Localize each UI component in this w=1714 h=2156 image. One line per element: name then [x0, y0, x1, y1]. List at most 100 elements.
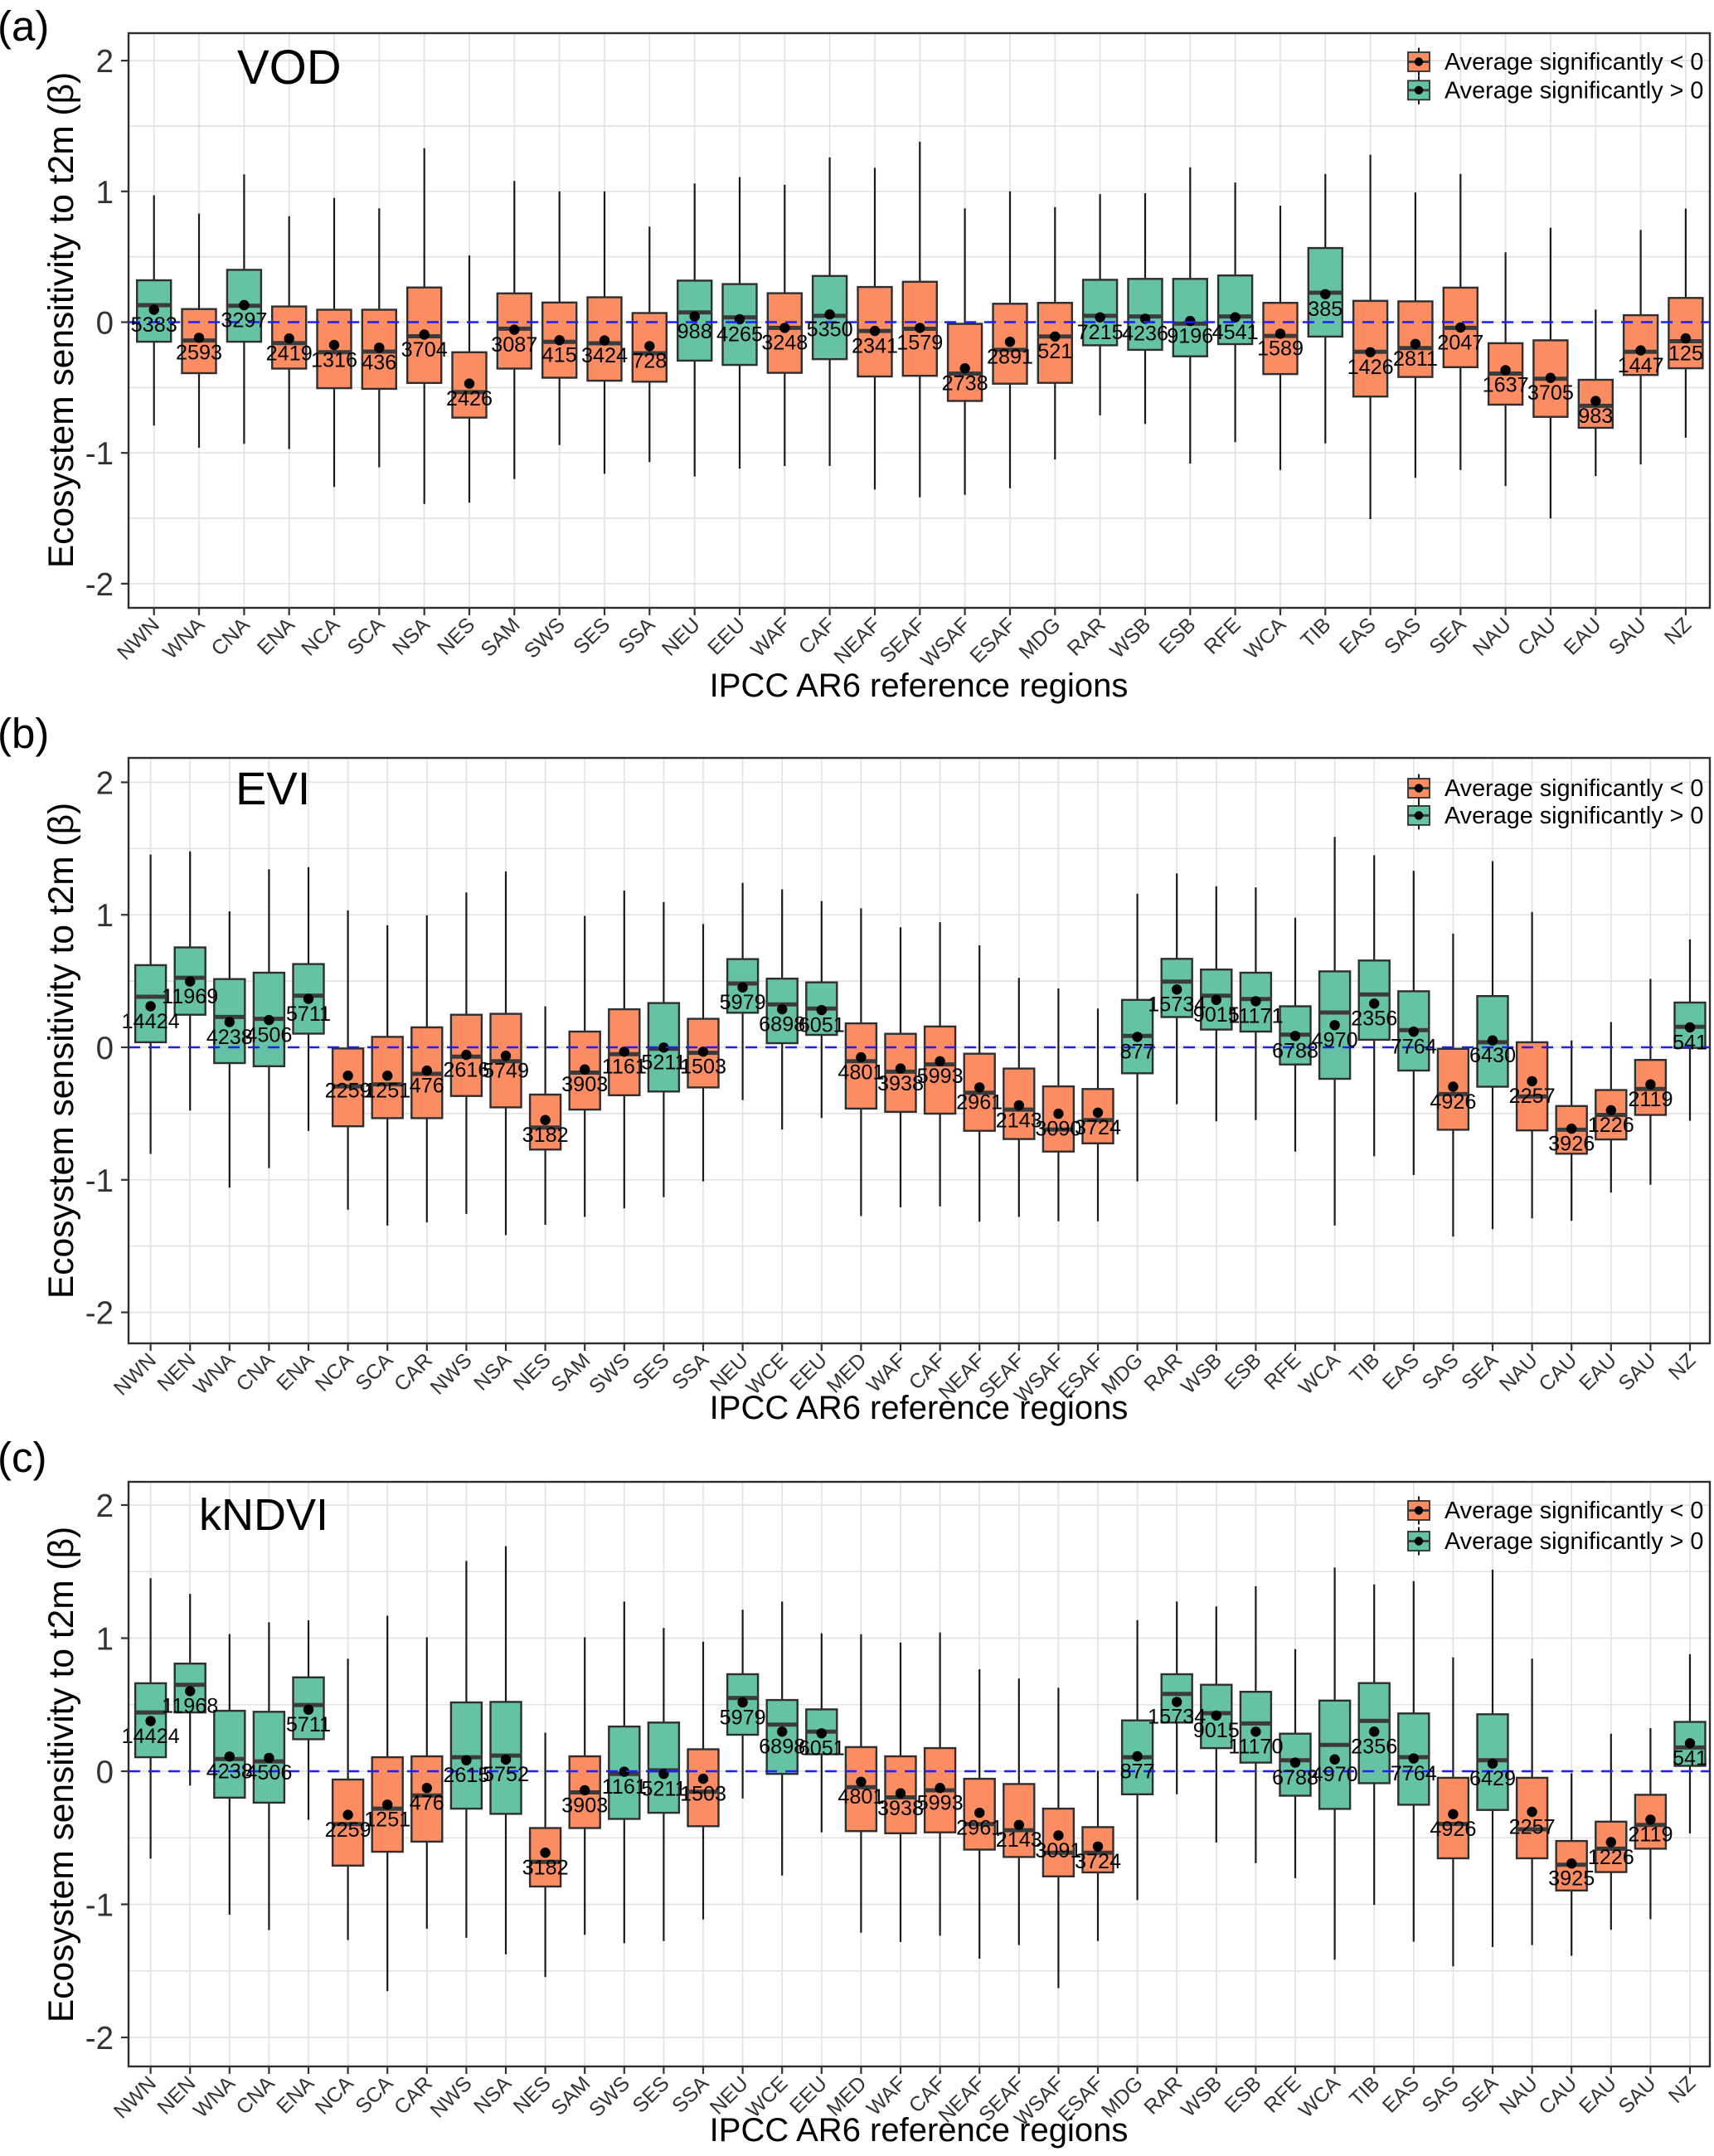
svg-text:3724: 3724 [1075, 1850, 1121, 1873]
svg-text:2143: 2143 [996, 1109, 1042, 1132]
svg-text:1503: 1503 [680, 1056, 726, 1079]
svg-text:541: 541 [1673, 1031, 1707, 1054]
svg-text:6788: 6788 [1272, 1040, 1318, 1063]
svg-text:5211: 5211 [641, 1051, 686, 1075]
svg-text:3938: 3938 [877, 1797, 924, 1820]
svg-text:3297: 3297 [221, 308, 267, 332]
svg-text:3704: 3704 [401, 338, 448, 362]
svg-text:3182: 3182 [522, 1857, 569, 1880]
svg-text:1226: 1226 [1588, 1846, 1634, 1869]
svg-text:IPCC AR6 reference regions: IPCC AR6 reference regions [710, 2112, 1129, 2149]
svg-text:415: 415 [542, 344, 577, 367]
svg-text:4970: 4970 [1312, 1763, 1358, 1786]
svg-text:1589: 1589 [1257, 337, 1304, 361]
svg-text:6898: 6898 [759, 1012, 805, 1036]
svg-text:125: 125 [1668, 342, 1703, 365]
svg-text:1503: 1503 [680, 1782, 726, 1805]
svg-text:3925: 3925 [1548, 1867, 1595, 1891]
svg-text:521: 521 [1037, 340, 1072, 363]
svg-text:3705: 3705 [1527, 381, 1574, 405]
svg-text:2259: 2259 [325, 1819, 371, 1842]
svg-text:2615: 2615 [443, 1764, 489, 1787]
svg-text:9015: 9015 [1193, 1719, 1240, 1742]
svg-text:2: 2 [96, 1488, 114, 1524]
svg-text:Ecosystem sensitivity to t2m (: Ecosystem sensitivity to t2m (β) [42, 72, 81, 568]
svg-text:1579: 1579 [896, 332, 943, 355]
svg-text:14424: 14424 [122, 1725, 180, 1748]
svg-text:-1: -1 [85, 436, 114, 472]
svg-text:2257: 2257 [1509, 1085, 1556, 1108]
svg-text:1426: 1426 [1347, 356, 1394, 379]
svg-text:1: 1 [96, 898, 114, 934]
svg-text:2143: 2143 [996, 1828, 1042, 1852]
svg-text:4236: 4236 [1122, 323, 1168, 346]
svg-text:877: 877 [1120, 1760, 1155, 1783]
svg-text:6051: 6051 [799, 1013, 845, 1037]
svg-text:476: 476 [410, 1074, 444, 1097]
svg-text:2: 2 [96, 44, 114, 80]
svg-text:476: 476 [410, 1792, 444, 1815]
svg-text:4541: 4541 [1212, 321, 1259, 344]
svg-text:2419: 2419 [266, 342, 313, 366]
svg-text:3724: 3724 [1075, 1116, 1121, 1139]
svg-text:1251: 1251 [364, 1809, 410, 1832]
svg-text:3938: 3938 [877, 1072, 924, 1095]
svg-text:0: 0 [96, 1755, 114, 1790]
svg-text:11969: 11969 [162, 985, 218, 1008]
svg-text:11171: 11171 [1228, 1005, 1283, 1028]
svg-text:5993: 5993 [917, 1065, 964, 1088]
svg-text:2738: 2738 [942, 372, 988, 396]
svg-text:6429: 6429 [1469, 1767, 1516, 1790]
svg-text:1: 1 [96, 1622, 114, 1658]
svg-text:3903: 3903 [561, 1073, 608, 1096]
svg-text:3248: 3248 [761, 332, 808, 355]
svg-text:9196: 9196 [1167, 324, 1213, 347]
svg-text:5383: 5383 [131, 313, 177, 337]
svg-text:1226: 1226 [1588, 1114, 1634, 1137]
svg-text:6898: 6898 [759, 1736, 805, 1759]
svg-text:-1: -1 [85, 1163, 114, 1199]
svg-text:2119: 2119 [1628, 1823, 1673, 1847]
svg-text:4506: 4506 [245, 1761, 292, 1785]
svg-text:Average significantly < 0: Average significantly < 0 [1445, 775, 1703, 802]
svg-text:1251: 1251 [364, 1080, 410, 1103]
svg-text:385: 385 [1308, 298, 1343, 321]
svg-text:4238: 4238 [206, 1760, 253, 1784]
svg-text:728: 728 [632, 350, 667, 373]
svg-text:(a): (a) [0, 2, 49, 50]
svg-text:541: 541 [1673, 1747, 1707, 1770]
svg-text:(c): (c) [0, 1434, 46, 1481]
svg-text:4265: 4265 [716, 323, 763, 346]
svg-text:5979: 5979 [720, 1706, 766, 1729]
svg-text:Average significantly < 0: Average significantly < 0 [1445, 1498, 1703, 1524]
svg-text:436: 436 [362, 352, 396, 375]
svg-text:11968: 11968 [162, 1695, 218, 1718]
svg-text:7764: 7764 [1391, 1762, 1437, 1785]
svg-text:2356: 2356 [1351, 1008, 1397, 1031]
svg-text:9015: 9015 [1193, 1003, 1240, 1027]
svg-text:IPCC AR6 reference regions: IPCC AR6 reference regions [710, 1390, 1129, 1426]
svg-text:4926: 4926 [1430, 1090, 1476, 1114]
svg-text:2119: 2119 [1628, 1088, 1673, 1111]
svg-text:2047: 2047 [1437, 331, 1483, 354]
svg-text:14424: 14424 [122, 1010, 180, 1033]
svg-text:Average significantly < 0: Average significantly < 0 [1445, 49, 1703, 75]
svg-text:kNDVI: kNDVI [199, 1490, 328, 1540]
svg-text:IPCC AR6 reference regions: IPCC AR6 reference regions [710, 668, 1129, 704]
svg-text:2961: 2961 [956, 1091, 1003, 1114]
svg-text:5979: 5979 [720, 991, 766, 1014]
svg-text:1316: 1316 [311, 348, 357, 371]
svg-text:3903: 3903 [561, 1794, 608, 1817]
svg-text:5350: 5350 [807, 318, 853, 342]
svg-text:5711: 5711 [286, 1003, 331, 1026]
svg-text:5711: 5711 [286, 1713, 331, 1736]
svg-text:5752: 5752 [483, 1763, 529, 1786]
svg-text:3182: 3182 [522, 1124, 569, 1147]
svg-text:988: 988 [677, 320, 712, 343]
svg-text:5993: 5993 [917, 1792, 964, 1815]
svg-text:VOD: VOD [237, 41, 342, 95]
svg-text:0: 0 [96, 1031, 114, 1066]
svg-text:Average significantly > 0: Average significantly > 0 [1445, 1528, 1703, 1555]
svg-text:6788: 6788 [1272, 1766, 1318, 1789]
svg-text:2257: 2257 [1509, 1815, 1556, 1838]
